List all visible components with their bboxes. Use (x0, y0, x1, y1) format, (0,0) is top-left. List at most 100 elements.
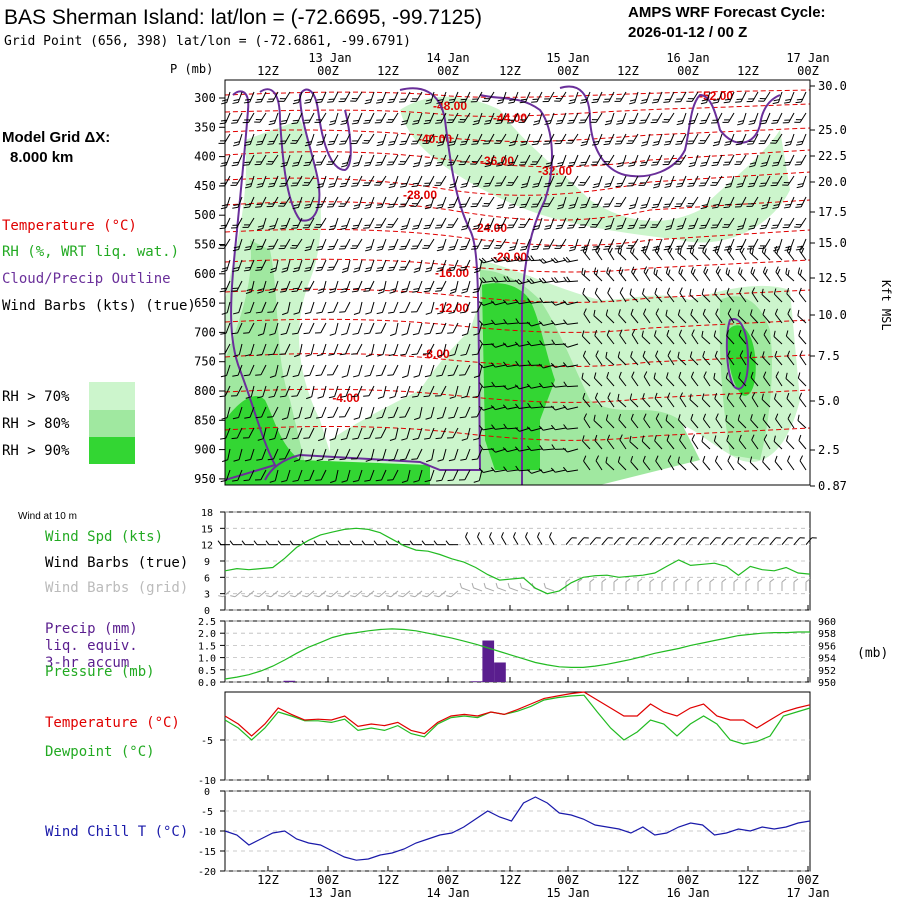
barb-feather (502, 299, 508, 305)
wind-barb-grid (601, 578, 607, 591)
barb-feather (437, 203, 444, 206)
barb-staff (465, 175, 471, 187)
wind-barb (531, 91, 543, 103)
wind-barb (665, 267, 675, 282)
barb-feather (412, 140, 419, 142)
barb-staff (531, 280, 543, 284)
barb-feather (759, 98, 766, 100)
wind-barb (630, 351, 639, 366)
barb-feather (761, 204, 768, 207)
barb-feather (317, 140, 324, 143)
top-time-tick-label: 12Z (377, 64, 399, 78)
barb-feather (618, 266, 622, 273)
wind-barb (459, 91, 471, 103)
barb-staff (297, 469, 303, 481)
wind-barb (630, 413, 639, 429)
wind-barb (703, 371, 711, 387)
barb-feather (761, 288, 764, 295)
barb-feather (304, 119, 311, 121)
barb-staff (597, 133, 603, 145)
wind-barb (758, 133, 771, 145)
barb-feather (543, 185, 550, 188)
barb-staff (656, 112, 663, 123)
barb-staff (476, 91, 483, 102)
barb-staff (702, 356, 711, 366)
barb-feather (712, 206, 718, 209)
rh70-label: RH > 70% (2, 389, 70, 405)
wind-barb (255, 196, 267, 208)
barb-staff (466, 217, 471, 229)
barb-staff (512, 112, 519, 123)
barb-feather (654, 287, 658, 294)
barb-feather (400, 185, 406, 188)
pressure-tick-label: 450 (194, 179, 216, 193)
wind-barb (363, 280, 375, 292)
barb-feather (724, 98, 731, 101)
barb-staff (618, 272, 627, 282)
wind-barb (400, 217, 411, 231)
wind-barb-true (613, 537, 625, 545)
barb-feather (425, 99, 432, 102)
barb-staff (530, 406, 543, 409)
barb-feather (255, 143, 262, 146)
wind-barb (473, 364, 483, 378)
barb-staff (507, 385, 519, 390)
barb-feather (515, 298, 520, 305)
wind-barb (410, 301, 423, 313)
barb-staff (726, 398, 735, 408)
barb-staff (226, 364, 231, 376)
barb-staff (643, 313, 651, 324)
barb-staff (440, 280, 447, 292)
barb-feather (653, 186, 659, 189)
barb-feather (539, 297, 544, 303)
barb-staff (308, 217, 315, 228)
y-tick-label: 0.0 (198, 678, 216, 689)
barb-staff (567, 259, 579, 263)
barb-staff (282, 590, 291, 598)
top-date-label: 15 Jan (546, 51, 589, 65)
barb-staff (260, 259, 267, 271)
barb-staff (609, 175, 615, 187)
barb-feather (761, 207, 767, 210)
barb-feather (507, 164, 514, 167)
wind-barb (688, 112, 699, 125)
barb-staff (285, 217, 291, 229)
barb-feather (618, 413, 622, 420)
barb-feather (643, 537, 649, 539)
barb-feather (578, 184, 585, 186)
barb-staff (701, 441, 711, 450)
barb-feather (583, 269, 586, 276)
wind-barb-true (537, 532, 543, 545)
barb-feather (583, 308, 587, 315)
wind-barb (631, 371, 639, 387)
barb-feather (398, 206, 405, 208)
barb-feather (388, 311, 394, 314)
barb-feather (449, 141, 456, 144)
barb-staff (644, 112, 651, 124)
wind-barb (722, 112, 735, 123)
barb-staff (405, 343, 411, 355)
barb-staff (513, 91, 519, 103)
barb-feather (640, 161, 647, 164)
wind-barb (787, 455, 795, 471)
barb-staff (320, 364, 327, 376)
barb-feather (363, 164, 370, 167)
barb-feather (530, 206, 537, 208)
barb-staff (593, 315, 603, 324)
barb-staff (513, 238, 519, 250)
barb-staff (798, 440, 807, 450)
barb-staff (679, 154, 687, 165)
wind-barb (771, 217, 783, 229)
barb-feather (278, 143, 285, 145)
barb-staff (742, 217, 747, 229)
wind-barb (491, 424, 507, 430)
wind-barb (542, 238, 555, 250)
wind-barb (614, 196, 627, 207)
barb-feather (519, 101, 526, 104)
barb-staff (577, 537, 585, 545)
barb-feather (293, 204, 300, 207)
barb-feather (728, 247, 733, 254)
wind-barb (667, 455, 675, 471)
wind-barb (557, 196, 567, 210)
y-tick-label: 1.5 (198, 641, 216, 652)
